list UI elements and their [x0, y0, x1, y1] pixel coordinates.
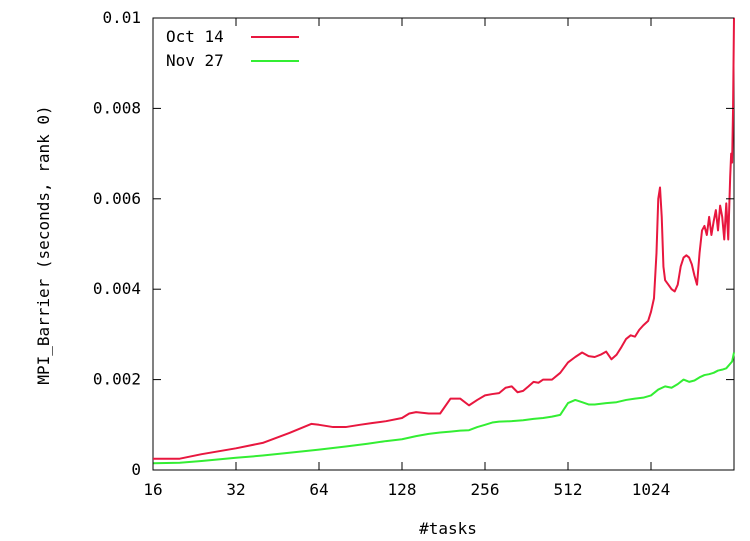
x-axis: 16 32 64 128 256 512 1024: [143, 18, 670, 499]
series-layer: [152, 17, 735, 465]
y-tick-label: 0.008: [93, 98, 141, 117]
series-line-nov-27: [152, 352, 735, 465]
legend-label-oct-14: Oct 14: [166, 27, 224, 46]
x-tick-label: 32: [226, 480, 245, 499]
legend: Oct 14 Nov 27: [166, 27, 299, 70]
y-axis-label: MPI_Barrier (seconds, rank 0): [34, 105, 53, 384]
x-tick-label: 512: [554, 480, 583, 499]
x-axis-label: #tasks: [419, 519, 477, 538]
x-tick-label: 64: [309, 480, 328, 499]
x-tick-label: 16: [143, 480, 162, 499]
x-tick-label: 1024: [632, 480, 671, 499]
y-tick-label: 0.01: [102, 8, 141, 27]
y-tick-label: 0.002: [93, 370, 141, 389]
y-tick-label: 0.004: [93, 279, 141, 298]
plot-area: [152, 17, 735, 471]
x-tick-label: 256: [471, 480, 500, 499]
legend-label-nov-27: Nov 27: [166, 51, 224, 70]
y-axis: 0 0.002 0.004 0.006 0.008 0.01: [93, 8, 734, 479]
plot-border: [152, 17, 735, 471]
y-tick-label: 0.006: [93, 189, 141, 208]
y-tick-label: 0: [131, 460, 141, 479]
x-tick-label: 128: [388, 480, 417, 499]
series-line-oct-14: [153, 17, 735, 460]
